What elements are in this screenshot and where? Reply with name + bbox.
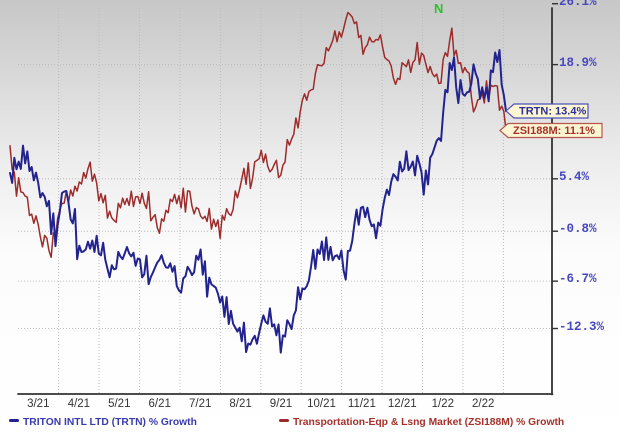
svg-text:TRTN: 13.4%: TRTN: 13.4%: [519, 106, 586, 118]
svg-text:ZSI188M: 11.1%: ZSI188M: 11.1%: [513, 125, 595, 137]
